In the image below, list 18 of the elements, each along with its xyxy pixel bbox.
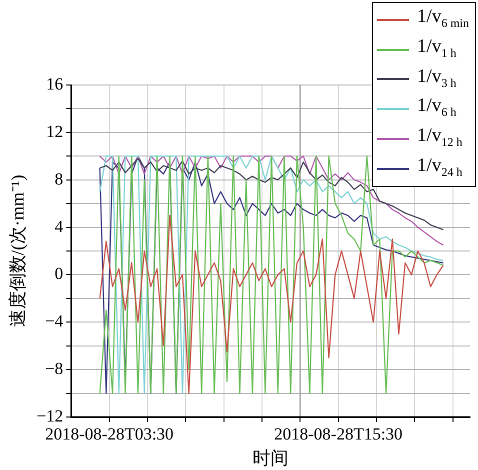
y-tick-label: −4 bbox=[45, 312, 64, 331]
y-tick-label: 12 bbox=[46, 122, 64, 141]
legend-label: 1/v$_{6 min}$ bbox=[417, 5, 469, 32]
y-tick-label: −12 bbox=[36, 406, 64, 426]
y-tick-label: 4 bbox=[54, 216, 64, 236]
y-tick-label: −8 bbox=[45, 359, 64, 378]
x-tick-label: 2018-08-28T03:30 bbox=[45, 424, 174, 444]
x-tick-label: 2018-08-28T15:30 bbox=[274, 424, 403, 444]
y-tick-label: 0 bbox=[54, 264, 64, 284]
y-tick-label: 8 bbox=[54, 169, 64, 188]
y-tick-label: 16 bbox=[46, 74, 64, 94]
legend-label: 1/v$_{1 h}$ bbox=[417, 34, 456, 62]
legend-label: 1/v$_{3 h}$ bbox=[417, 64, 456, 92]
legend-label: 1/v$_{6 h}$ bbox=[417, 94, 456, 122]
legend-label: 1/v$_{24 h}$ bbox=[417, 154, 462, 181]
x-axis-title: 时间 bbox=[252, 448, 289, 468]
legend-label: 1/v$_{12 h}$ bbox=[417, 124, 462, 151]
y-axis-title: 速度倒数/(次·mm⁻¹) bbox=[8, 174, 28, 328]
